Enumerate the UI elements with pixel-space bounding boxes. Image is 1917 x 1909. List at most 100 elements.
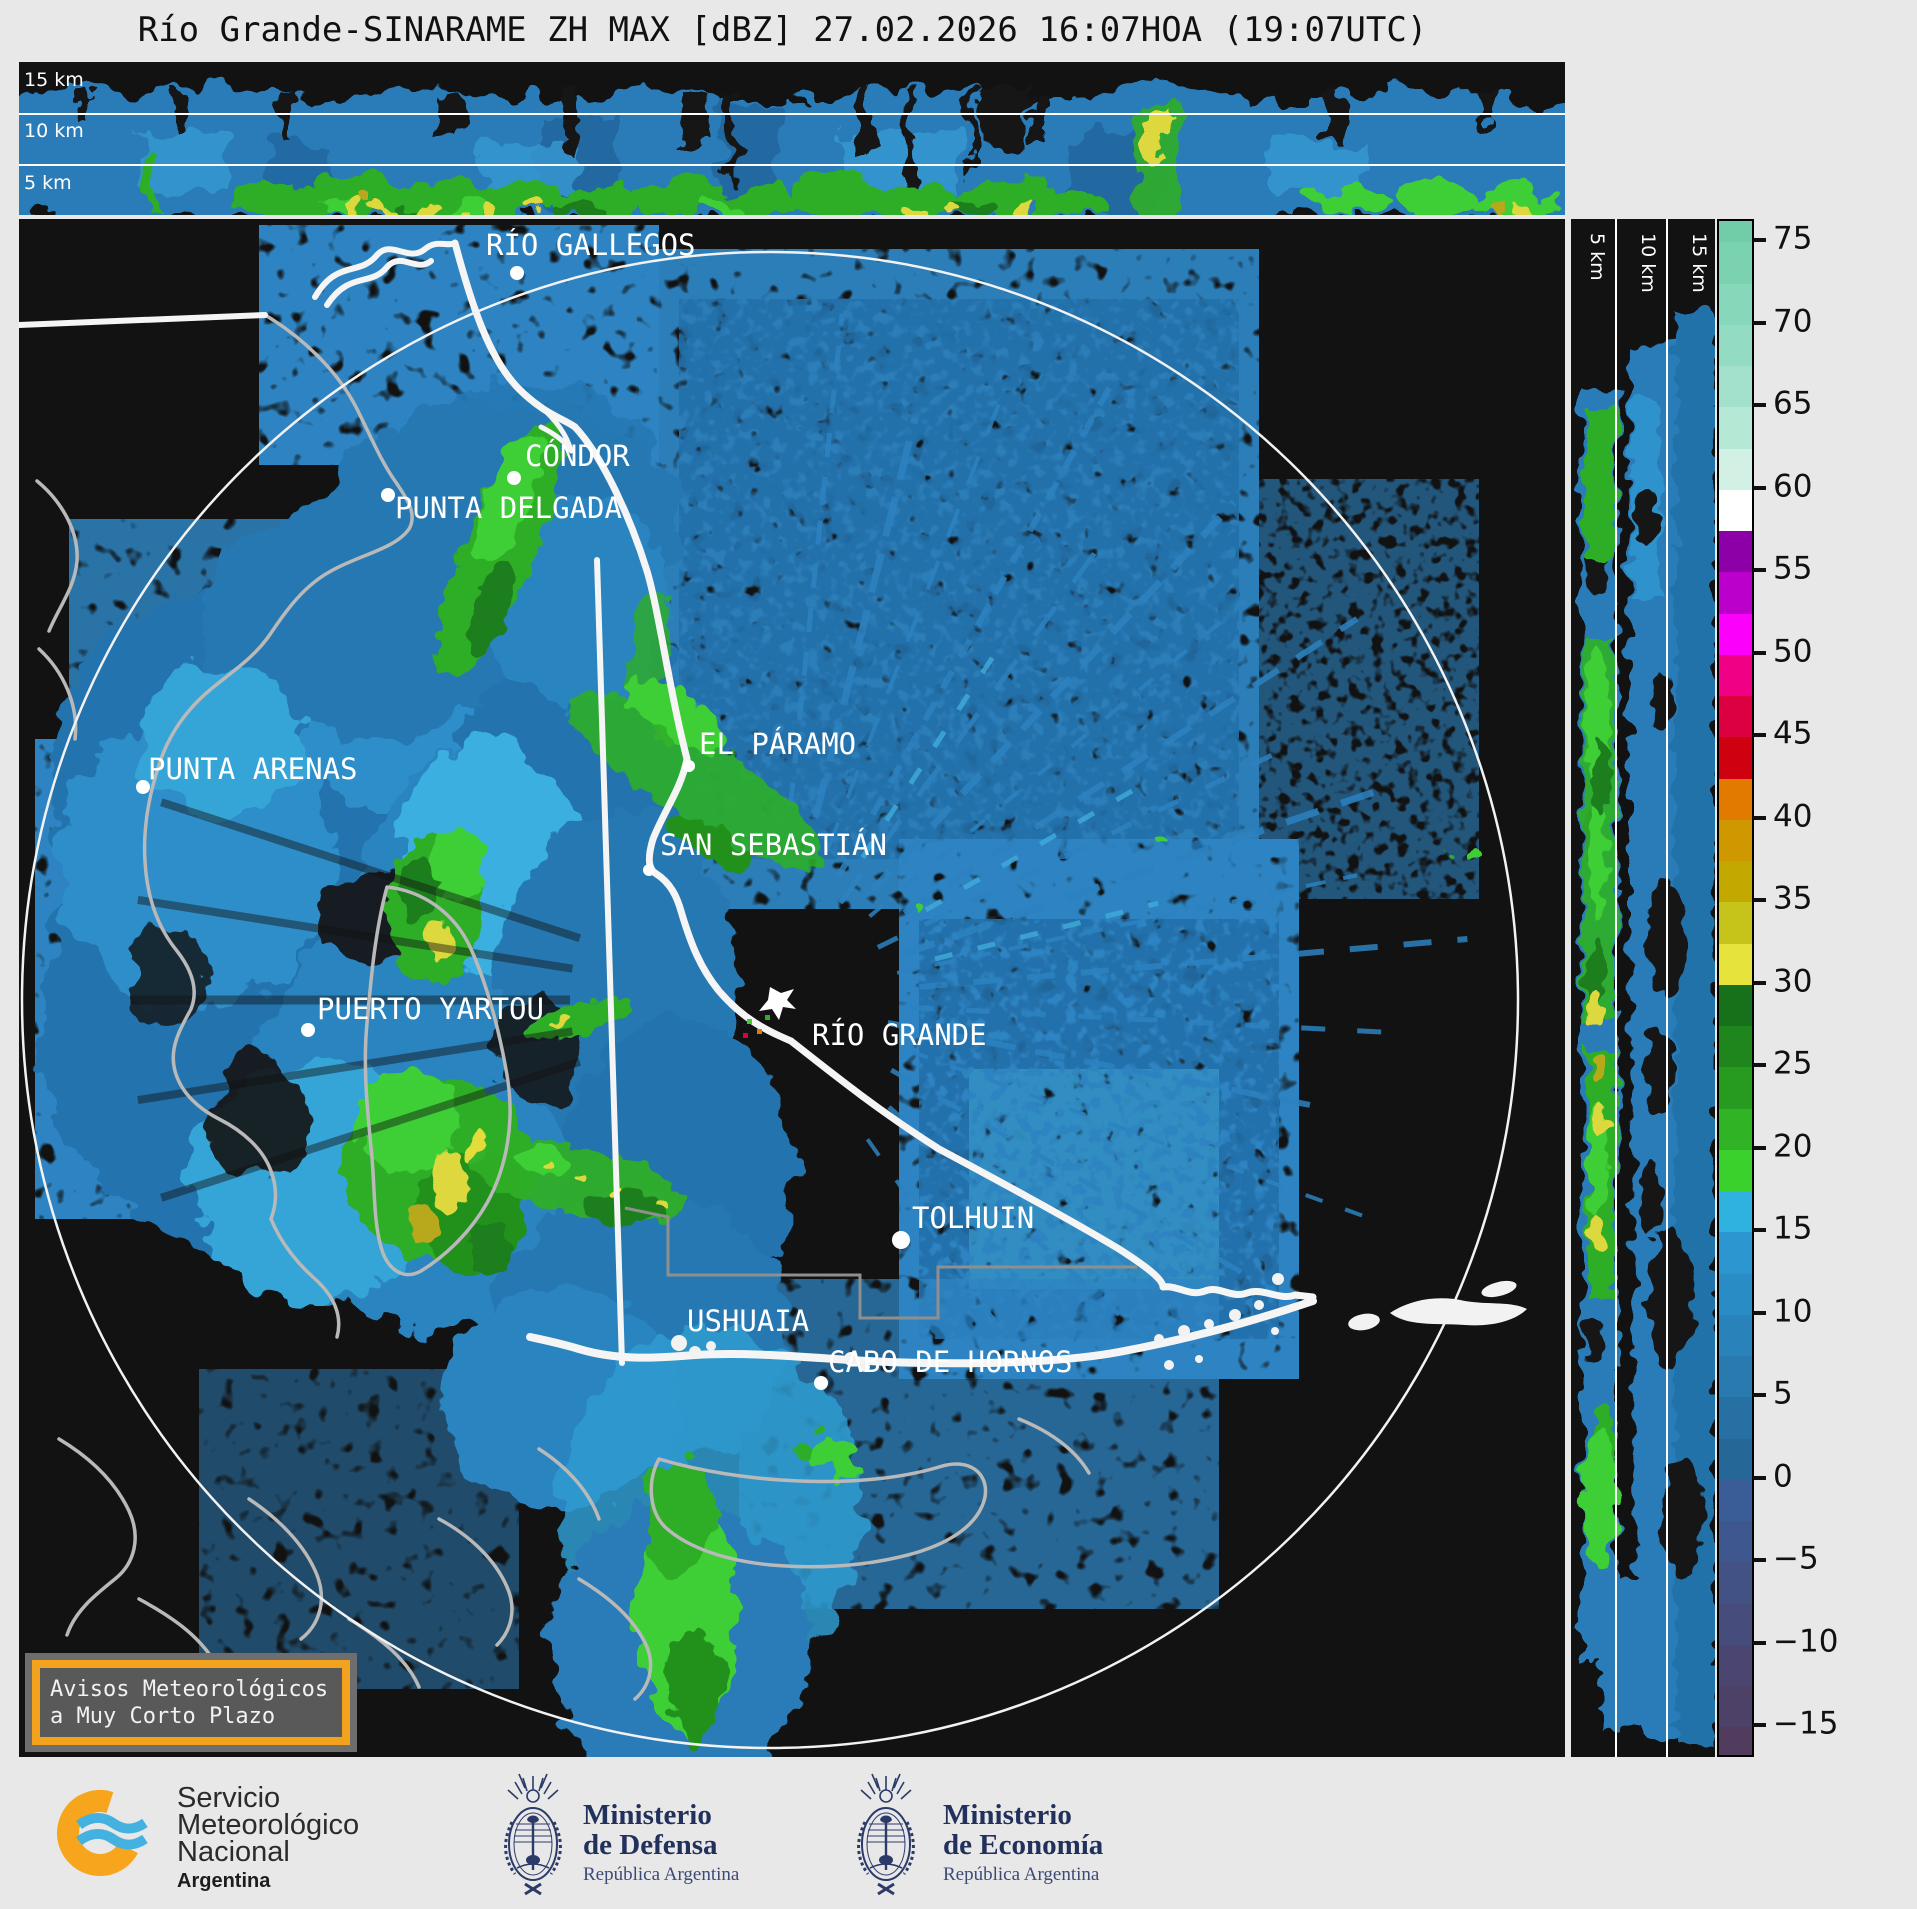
label-punta-arenas: PUNTA ARENAS <box>148 752 358 786</box>
colorbar-segment <box>1719 943 1752 985</box>
colorbar-tick-label: 45 <box>1773 715 1813 752</box>
colorbar-segment <box>1719 1397 1752 1439</box>
colorbar-segment <box>1719 1191 1752 1233</box>
smn-line-3: Nacional <box>177 1836 290 1868</box>
right-cross-section-graphic: 5 km 10 km 15 km <box>1571 219 1715 1757</box>
colorbar-tick-dash <box>1753 485 1766 490</box>
colorbar-segment <box>1719 1067 1752 1109</box>
top-panel-label-5km: 5 km <box>24 172 72 194</box>
label-ushuaia: USHUAIA <box>687 1304 809 1338</box>
defensa-line-1: Ministerio <box>583 1799 712 1831</box>
economia-sub: República Argentina <box>943 1864 1100 1885</box>
label-condor: CÓNDOR <box>525 439 630 473</box>
side-panel-label-5km: 5 km <box>1586 233 1608 281</box>
colorbar-segment <box>1719 1314 1752 1357</box>
radar-map-graphic: RÍO GALLEGOS CÓNDOR PUNTA DELGADA PUNTA … <box>16 219 1565 1799</box>
colorbar-tick-label: 60 <box>1773 468 1813 505</box>
dot-punta-arenas <box>136 780 150 794</box>
colorbar-segment <box>1719 613 1752 655</box>
colorbar-segment <box>1719 366 1752 408</box>
colorbar-segment <box>1719 221 1752 243</box>
colorbar-segment <box>1719 1686 1752 1728</box>
colorbar-ticks: 75 70 65 60 55 50 45 40 35 30 25 20 15 10 5 0 −5 −10 −15 <box>1753 219 1913 1757</box>
label-rio-gallegos: RÍO GALLEGOS <box>486 228 696 262</box>
coastline-white <box>16 239 1317 1368</box>
dot-punta-delgada <box>381 488 395 502</box>
colorbar-tick-dash <box>1753 898 1766 903</box>
colorbar-tick-label: 75 <box>1773 220 1813 257</box>
colorbar-tick-label: 30 <box>1773 963 1813 1000</box>
colorbar-segment <box>1719 1562 1752 1604</box>
colorbar-tick-dash <box>1753 1475 1766 1480</box>
colorbar-tick-label: 40 <box>1773 798 1813 835</box>
colorbar-tick-dash <box>1753 650 1766 655</box>
colorbar-tick-label: 55 <box>1773 550 1813 587</box>
colorbar-tick-dash <box>1753 1558 1766 1563</box>
defensa-line-2: de Defensa <box>583 1829 718 1861</box>
colorbar-segment <box>1719 448 1752 490</box>
right-panel-echoes <box>1581 309 1715 1749</box>
colorbar-segment <box>1719 819 1752 862</box>
smn-logo <box>56 1790 148 1876</box>
colorbar-segment <box>1719 778 1752 820</box>
economia-line-1: Ministerio <box>943 1799 1072 1831</box>
colorbar-segment <box>1719 242 1752 284</box>
colorbar-segment <box>1719 1232 1752 1274</box>
colorbar-segment <box>1719 696 1752 738</box>
dot-rio-gallegos <box>510 266 524 280</box>
city-labels: RÍO GALLEGOS CÓNDOR PUNTA DELGADA PUNTA … <box>148 228 1072 1379</box>
colorbar-tick-label: 65 <box>1773 385 1813 422</box>
colorbar-segment <box>1719 324 1752 367</box>
main-radar-map: RÍO GALLEGOS CÓNDOR PUNTA DELGADA PUNTA … <box>16 219 1565 1799</box>
colorbar-tick-dash <box>1753 1393 1766 1398</box>
coastline-gray <box>35 313 1091 1721</box>
colorbar-segment <box>1719 1438 1752 1480</box>
colorbar-segment <box>1719 1108 1752 1150</box>
alert-line-2: a Muy Corto Plazo <box>50 1703 276 1729</box>
smn-line-2: Meteorológico <box>177 1809 360 1841</box>
colorbar-tick-dash <box>1753 568 1766 573</box>
smn-wordmark: Servicio Meteorológico Nacional Argentin… <box>177 1782 360 1893</box>
colorbar-segment <box>1719 1479 1752 1522</box>
defensa-coat-of-arms-icon <box>495 1772 571 1902</box>
colorbar-segment <box>1719 654 1752 697</box>
label-puerto-yartou: PUERTO YARTOU <box>317 992 544 1026</box>
colorbar-tick-dash <box>1753 733 1766 738</box>
colorbar-tick-label: −5 <box>1773 1540 1819 1577</box>
side-panel-label-10km: 10 km <box>1637 233 1659 293</box>
side-panel-label-15km: 15 km <box>1688 233 1710 293</box>
colorbar-tick-dash <box>1753 1640 1766 1645</box>
colorbar-segment <box>1719 1356 1752 1398</box>
colorbar-segment <box>1719 737 1752 779</box>
dot-puerto-yartou <box>301 1023 315 1037</box>
top-cross-section-graphic: 15 km 10 km 5 km <box>9 62 1579 220</box>
radar-range-ring <box>20 250 1520 1750</box>
top-panel-label-10km: 10 km <box>24 120 84 142</box>
radar-echo-southern-mass <box>549 1324 861 1799</box>
colorbar-tick-dash <box>1753 320 1766 325</box>
smn-line-1: Servicio <box>177 1782 281 1814</box>
label-san-sebastian: SAN SEBASTIÁN <box>660 828 887 862</box>
colorbar-segment <box>1719 1273 1752 1315</box>
colorbar-segment <box>1719 1521 1752 1563</box>
dot-tolhuin <box>892 1231 910 1249</box>
colorbar-tick-dash <box>1753 238 1766 243</box>
colorbar-segment <box>1719 1644 1752 1687</box>
alert-box[interactable]: Avisos Meteorológicos a Muy Corto Plazo <box>25 1653 357 1752</box>
colorbar-tick-dash <box>1753 1063 1766 1068</box>
city-dots <box>136 266 910 1390</box>
top-panel-label-15km: 15 km <box>24 69 84 91</box>
colorbar-tick-label: −15 <box>1773 1705 1839 1742</box>
colorbar-segment <box>1719 1149 1752 1192</box>
colorbar-segment <box>1719 283 1752 325</box>
colorbar-segment <box>1719 572 1752 614</box>
dot-cabo-de-hornos <box>814 1376 828 1390</box>
page-title: Río Grande-SINARAME ZH MAX [dBZ] 27.02.2… <box>137 10 1428 50</box>
dot-el-paramo <box>683 760 695 772</box>
alert-line-1: Avisos Meteorológicos <box>50 1676 329 1702</box>
colorbar-tick-dash <box>1753 1145 1766 1150</box>
colorbar-tick-dash <box>1753 1723 1766 1728</box>
colorbar-tick-label: 0 <box>1773 1458 1793 1495</box>
colorbar-segment <box>1719 984 1752 1027</box>
